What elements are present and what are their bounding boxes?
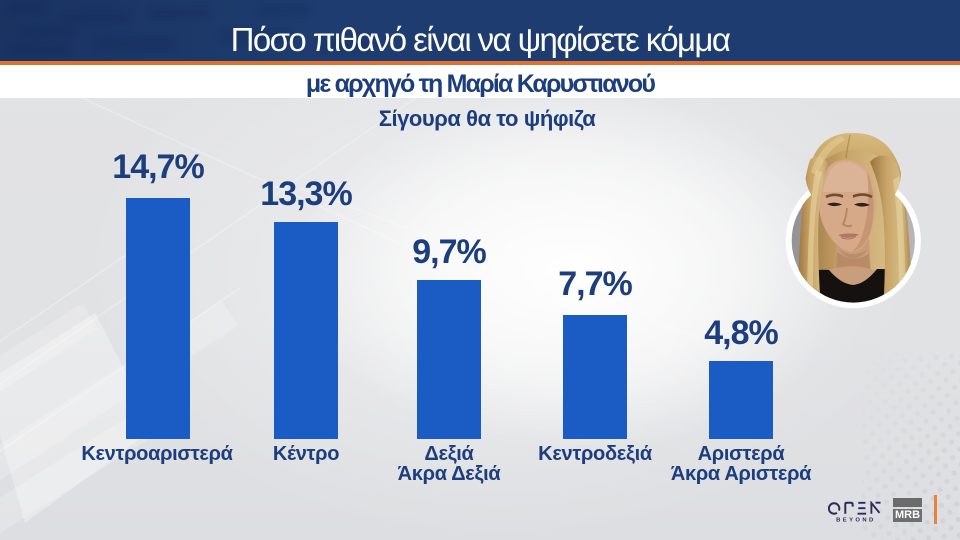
svg-text:BEYOND: BEYOND bbox=[836, 517, 876, 523]
